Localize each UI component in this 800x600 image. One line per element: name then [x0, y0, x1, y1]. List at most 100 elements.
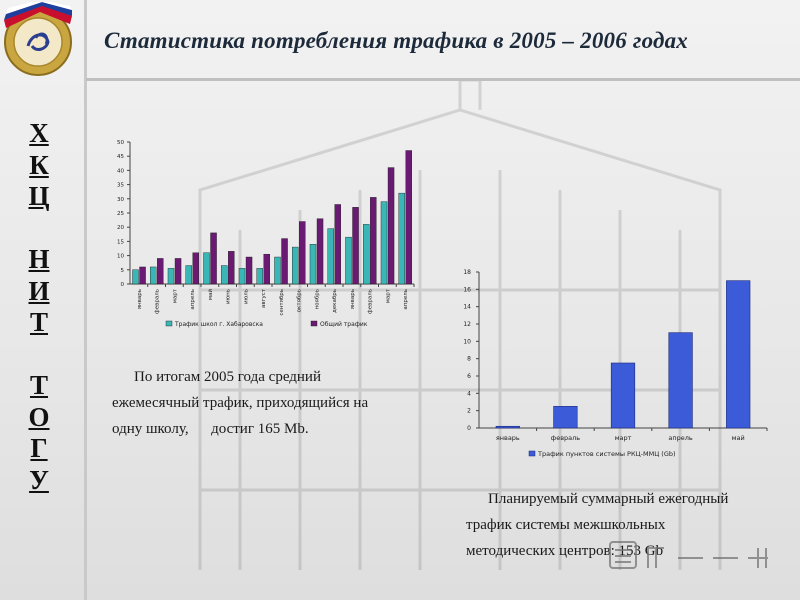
- bar-total: [263, 253, 271, 285]
- x-tick-label: июль: [243, 289, 249, 304]
- legend-label: Общий трафик: [320, 321, 368, 328]
- bar-total: [281, 238, 288, 285]
- bar-schools: [327, 228, 334, 285]
- y-tick-label: 0: [467, 425, 471, 432]
- x-tick-label: ноябрь: [314, 289, 320, 309]
- x-tick-label: март: [385, 288, 391, 303]
- legend-label: Трафик пунктов системы РКЦ-ММЦ (Gb): [537, 450, 676, 458]
- bar-rkc: [495, 425, 520, 429]
- x-tick-label: август: [261, 288, 267, 308]
- vertical-letter: И: [28, 275, 50, 306]
- x-tick-label: сентябрь: [279, 289, 285, 316]
- summary-line: По итогам 2005 года средний: [134, 369, 321, 385]
- bar-schools: [238, 268, 246, 285]
- bar-rkc: [668, 332, 693, 429]
- summary-line: методических центров: 153 Gb: [466, 543, 664, 559]
- x-tick-label: октябрь: [297, 289, 303, 312]
- x-tick-label: май: [207, 289, 214, 301]
- y-tick-label: 30: [117, 197, 124, 203]
- decorative-ornament: [609, 541, 768, 569]
- bar-schools: [132, 269, 139, 285]
- x-tick-label: декабрь: [332, 289, 338, 313]
- summary-paragraph-2005: По итогам 2005 года средний ежемесячный …: [112, 364, 432, 442]
- x-tick-label: февраль: [368, 289, 374, 314]
- bar-schools: [398, 192, 405, 285]
- y-tick-label: 15: [117, 239, 124, 245]
- traffic-bar-chart: 0 5 10 15 20 25 30 35 40 45 50 январь февраль март апр…: [117, 140, 415, 328]
- bar-rkc: [726, 280, 751, 429]
- bar-schools: [221, 265, 228, 285]
- vertical-letter: Т: [29, 307, 48, 337]
- bar-total: [157, 258, 164, 285]
- x-tick-label: апрель: [668, 434, 693, 442]
- bar-total: [139, 266, 146, 285]
- bar-total: [299, 221, 306, 285]
- x-tick-label: февраль: [155, 289, 161, 314]
- bar-schools: [274, 256, 281, 285]
- vertical-letter: Х: [29, 118, 49, 148]
- bar-schools: [150, 266, 157, 285]
- vertical-letter: Т: [29, 370, 48, 400]
- y-tick-label: 10: [117, 254, 124, 260]
- bar-total: [370, 197, 377, 285]
- x-tick-label: март: [172, 288, 178, 303]
- rkc-bar-chart: 0 2 4 6 8 10 12 14 16 18 январь февраль март апрель ма…: [463, 269, 768, 458]
- bar-total: [405, 150, 413, 285]
- legend-swatch: [528, 450, 536, 457]
- bar-schools: [292, 246, 299, 285]
- vertical-letter: Г: [30, 433, 48, 463]
- x-tick-label: январь: [350, 289, 356, 309]
- page-title: Статистика потребления трафика в 2005 – …: [104, 28, 688, 53]
- y-tick-label: 5: [121, 268, 125, 274]
- summary-line: трафик системы межшкольных: [466, 517, 666, 533]
- summary-line: ежемесячный трафик, приходящийся на: [112, 395, 369, 411]
- x-tick-label: апрель: [403, 289, 409, 310]
- y-tick-label: 40: [117, 168, 124, 174]
- bar-total: [174, 258, 182, 285]
- bar-schools: [167, 268, 175, 285]
- x-tick-label: апрель: [190, 289, 196, 310]
- y-tick-label: 4: [467, 390, 471, 397]
- bar-schools: [363, 224, 370, 285]
- x-tick-label: февраль: [551, 434, 581, 442]
- bar-schools: [380, 201, 388, 285]
- vertical-letter: К: [29, 149, 49, 180]
- vertical-letter: [18, 339, 60, 371]
- legend-swatch: [165, 320, 173, 327]
- bar-rkc: [553, 406, 578, 429]
- bar-total: [245, 256, 253, 285]
- vertical-letter: О: [28, 401, 50, 432]
- university-logo: [4, 2, 72, 76]
- y-tick-label: 8: [467, 356, 471, 363]
- legend-swatch: [310, 320, 318, 327]
- summary-line: одну школу, достиг 165 Mb.: [112, 421, 309, 437]
- y-tick-label: 50: [117, 140, 124, 146]
- x-tick-label: март: [615, 434, 632, 442]
- header-divider: [86, 78, 800, 81]
- bar-schools: [203, 252, 210, 285]
- x-tick-label: январь: [137, 289, 143, 309]
- y-tick-label: 25: [117, 211, 124, 217]
- y-tick-label: 0: [121, 282, 125, 288]
- y-tick-label: 14: [463, 304, 471, 311]
- bar-schools: [345, 236, 352, 285]
- bar-total: [228, 251, 235, 285]
- y-tick-label: 45: [117, 154, 124, 160]
- y-tick-label: 35: [117, 183, 124, 189]
- y-tick-label: 2: [467, 408, 471, 415]
- vertical-letter: У: [29, 464, 49, 495]
- y-tick-label: 10: [463, 338, 471, 345]
- vertical-letter: Ц: [28, 181, 50, 211]
- bar-schools: [256, 268, 263, 285]
- bar-total: [192, 252, 200, 285]
- bar-schools: [309, 244, 317, 285]
- vertical-letter: [18, 213, 60, 245]
- summary-paragraph-planned: Планируемый суммарный ежегодный трафик с…: [466, 486, 786, 564]
- vertical-letter: Н: [28, 244, 50, 274]
- y-tick-label: 18: [463, 269, 471, 276]
- bar-total: [316, 218, 324, 285]
- y-tick-label: 16: [463, 286, 471, 293]
- sidebar-divider: [84, 0, 87, 600]
- bar-total: [334, 204, 342, 285]
